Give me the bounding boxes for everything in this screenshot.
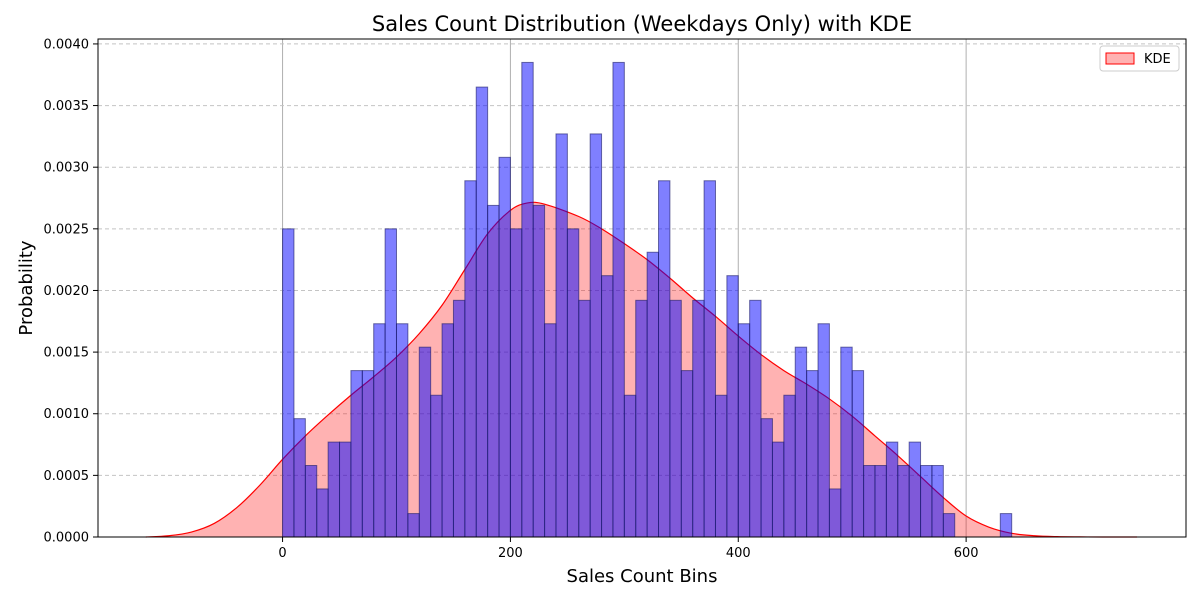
histogram-bar	[874, 465, 887, 538]
histogram-bar	[441, 323, 454, 538]
histogram-bar	[646, 251, 660, 538]
histogram-bar	[794, 346, 808, 538]
histogram-bar	[908, 441, 922, 538]
y-tick-label: 0.0005	[44, 469, 90, 484]
histogram-bar	[999, 513, 1013, 538]
histogram-bar	[407, 513, 420, 538]
histogram-bar	[498, 156, 511, 538]
histogram-bar	[885, 441, 899, 538]
histogram-bar	[532, 204, 546, 538]
histogram-bar	[623, 394, 637, 538]
y-tick-label: 0.0000	[44, 531, 90, 546]
histogram-bar	[339, 441, 352, 538]
histogram-bar	[384, 228, 397, 538]
y-tick-label: 0.0030	[44, 161, 90, 176]
histogram-bar	[304, 465, 318, 538]
histogram-bar	[692, 299, 705, 538]
x-tick-label: 200	[498, 546, 523, 561]
histogram-bar	[601, 275, 614, 538]
y-tick-label: 0.0035	[44, 99, 90, 114]
y-axis-ticks: 0.0000 0.0005 0.0010 0.0015 0.0020 0.0025 0.00…	[44, 37, 98, 546]
histogram-bar	[658, 180, 671, 538]
histogram-bar	[737, 323, 751, 538]
histogram-bar	[395, 323, 409, 538]
histogram-bar	[840, 346, 853, 538]
grid-lines	[98, 39, 1186, 537]
legend-kde-label: KDE	[1144, 52, 1171, 67]
y-tick-label: 0.0015	[44, 346, 90, 361]
histogram-bar	[464, 180, 477, 538]
histogram-bar	[509, 228, 523, 538]
legend-kde-swatch	[1105, 52, 1135, 65]
histogram-bar	[942, 513, 956, 538]
histogram-bar	[612, 61, 625, 538]
histogram-bar	[760, 418, 773, 538]
histogram-bar	[828, 488, 842, 538]
histogram-bar	[806, 370, 819, 538]
x-tick-label: 400	[726, 546, 751, 561]
histogram-bar	[817, 323, 830, 538]
histogram-bar	[726, 275, 739, 538]
histogram-bar	[635, 299, 648, 538]
histogram-bar	[680, 370, 694, 538]
plot-frame	[97, 38, 1187, 538]
histogram-bar	[373, 323, 386, 538]
histogram-bar	[714, 394, 728, 538]
histogram-bar	[749, 299, 762, 538]
chart-title: Sales Count Distribution (Weekdays Only)…	[372, 12, 912, 36]
x-axis-label: Sales Count Bins	[567, 566, 718, 587]
histogram-bar	[863, 465, 876, 538]
histogram-bar	[578, 299, 591, 538]
histogram-bar	[771, 441, 785, 538]
histogram-bar	[282, 228, 295, 538]
histogram-bar	[418, 346, 432, 538]
histogram-bar	[475, 86, 489, 538]
histogram-bar	[350, 370, 363, 538]
histogram-bar	[703, 180, 716, 538]
histogram-bar	[897, 465, 910, 538]
histogram-bar	[293, 418, 306, 538]
histogram-bar	[361, 370, 375, 538]
histogram-bar	[566, 228, 580, 538]
x-tick-label: 0	[278, 546, 286, 561]
histogram-bar	[783, 394, 796, 538]
histogram-bar	[327, 441, 341, 538]
legend: KDE	[1099, 45, 1180, 72]
histogram-bar	[589, 133, 603, 538]
kde-line	[145, 201, 1138, 538]
y-tick-label: 0.0020	[44, 284, 90, 299]
histogram-bar	[851, 370, 865, 538]
histogram-bar	[555, 133, 568, 538]
y-tick-label: 0.0025	[44, 222, 90, 237]
histogram-bars	[282, 61, 1013, 538]
legend-box	[1099, 45, 1180, 72]
y-tick-label: 0.0010	[44, 407, 90, 422]
histogram-bar	[931, 465, 944, 538]
y-tick-label: 0.0040	[44, 37, 90, 52]
histogram-bar	[669, 299, 682, 538]
x-axis-ticks: 0 200 400 600	[278, 537, 979, 561]
histogram-bar	[920, 465, 933, 538]
y-axis-label: Probability	[16, 240, 37, 335]
histogram-bar	[452, 299, 466, 538]
histogram-bar	[316, 488, 329, 538]
histogram-bar	[430, 394, 443, 538]
histogram-bar	[521, 61, 534, 538]
histogram-bar	[544, 323, 557, 538]
x-tick-label: 600	[954, 546, 979, 561]
histogram-bar	[487, 204, 500, 538]
